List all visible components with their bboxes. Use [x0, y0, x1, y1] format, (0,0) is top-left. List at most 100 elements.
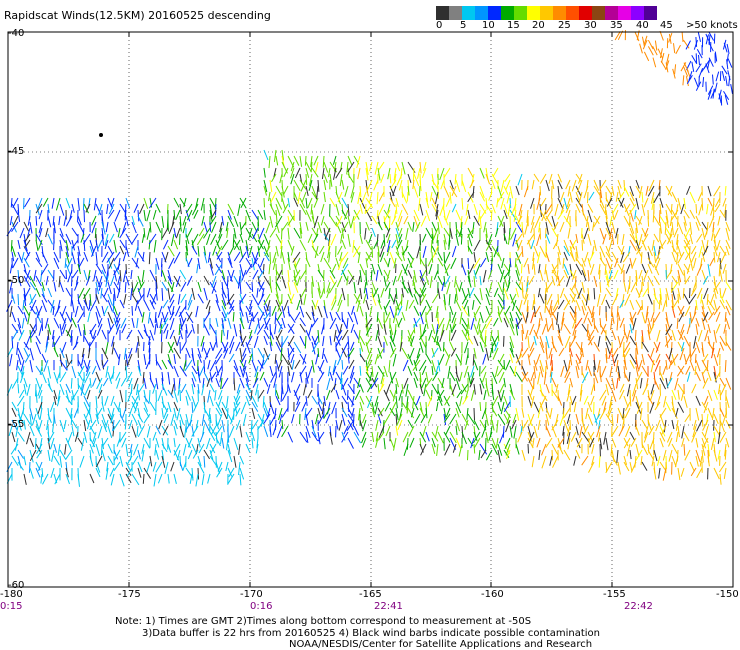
- wind-barb: [350, 191, 355, 203]
- wind-barb: [683, 62, 689, 72]
- wind-barb: [421, 377, 427, 389]
- wind-barb: [698, 68, 704, 78]
- wind-barb: [217, 395, 223, 408]
- wind-barb: [227, 431, 230, 443]
- wind-barb: [435, 401, 439, 412]
- wind-barb: [36, 443, 43, 454]
- wind-barb: [239, 335, 244, 347]
- wind-barb: [191, 245, 198, 255]
- wind-barb: [108, 323, 115, 334]
- wind-barb: [317, 305, 323, 318]
- wind-barb: [392, 185, 397, 197]
- wind-barb: [38, 209, 43, 220]
- wind-barb: [527, 395, 532, 407]
- wind-barb: [674, 64, 677, 75]
- wind-barb: [634, 329, 637, 341]
- wind-barb: [105, 341, 109, 354]
- wind-barb: [197, 347, 202, 358]
- wind-barb: [593, 371, 599, 384]
- wind-barb: [104, 239, 109, 250]
- wind-barb: [131, 257, 140, 269]
- wind-barb: [152, 383, 157, 394]
- wind-barb: [701, 437, 707, 449]
- wind-barb: [95, 413, 100, 425]
- wind-barb: [643, 35, 648, 46]
- wind-barb: [23, 221, 30, 232]
- wind-barb: [191, 401, 194, 414]
- wind-barb: [503, 221, 506, 233]
- wind-barb: [167, 275, 173, 285]
- wind-barb: [269, 365, 274, 377]
- wind-barb: [197, 281, 202, 293]
- wind-barb: [419, 383, 424, 395]
- wind-barb: [113, 251, 121, 262]
- wind-barb: [305, 221, 309, 231]
- wind-barb: [175, 275, 181, 288]
- wind-barb: [725, 419, 731, 429]
- wind-barb: [466, 227, 475, 238]
- wind-barb: [406, 395, 409, 408]
- wind-barb: [488, 269, 493, 280]
- wind-barb: [239, 473, 242, 486]
- wind-barb: [91, 215, 97, 226]
- wind-barb: [719, 209, 726, 218]
- wind-barb: [651, 197, 655, 210]
- wind-barb: [514, 257, 517, 268]
- wind-barb: [413, 281, 417, 294]
- wind-barb: [425, 431, 430, 442]
- wind-barb: [635, 425, 640, 436]
- wind-barb: [384, 299, 391, 310]
- wind-barb: [137, 329, 144, 340]
- wind-barb: [245, 371, 249, 383]
- wind-barb: [599, 281, 602, 293]
- wind-barb: [383, 221, 390, 232]
- wind-barb: [263, 293, 271, 306]
- wind-barb: [95, 263, 103, 275]
- wind-barb: [611, 437, 617, 448]
- wind-barb: [649, 389, 655, 402]
- wind-barb: [21, 365, 25, 378]
- wind-barb: [47, 407, 50, 420]
- wind-barb: [252, 257, 259, 267]
- wind-barb: [78, 365, 85, 377]
- wind-barb: [215, 239, 221, 250]
- wind-barb: [692, 281, 697, 293]
- wind-barb: [569, 287, 576, 297]
- wind-barb: [53, 317, 60, 329]
- wind-barb: [187, 449, 193, 460]
- wind-barb: [119, 413, 125, 423]
- wind-barb: [659, 48, 663, 59]
- wind-barb: [131, 413, 138, 426]
- wind-barb: [623, 341, 631, 353]
- wind-barb: [226, 329, 229, 340]
- wind-barb: [617, 371, 621, 381]
- wind-barb: [425, 371, 429, 383]
- wind-barb: [700, 293, 703, 304]
- wind-barb: [117, 227, 121, 238]
- wind-barb: [393, 437, 397, 451]
- wind-barb: [101, 419, 108, 433]
- wind-barb: [336, 329, 343, 339]
- wind-barb: [185, 203, 193, 214]
- wind-barb: [92, 377, 97, 387]
- wind-barb: [121, 323, 127, 334]
- wind-barb: [365, 167, 369, 181]
- wind-barb: [162, 299, 169, 309]
- wind-barb: [137, 335, 140, 347]
- wind-barb: [293, 389, 299, 400]
- wind-barb: [251, 395, 258, 408]
- wind-barb: [371, 401, 375, 413]
- wind-barb: [496, 191, 505, 203]
- wind-barb: [251, 437, 254, 449]
- wind-barb: [713, 431, 716, 443]
- wind-barb: [275, 335, 282, 347]
- wind-barb: [479, 275, 482, 286]
- wind-barb: [161, 377, 164, 390]
- wind-barb: [401, 191, 408, 204]
- wind-barb: [710, 89, 716, 99]
- wind-barb: [659, 203, 662, 215]
- wind-barb: [287, 281, 292, 295]
- colorbar-label-45: 45: [660, 20, 673, 31]
- wind-barb: [725, 75, 728, 86]
- wind-barb: [717, 431, 721, 445]
